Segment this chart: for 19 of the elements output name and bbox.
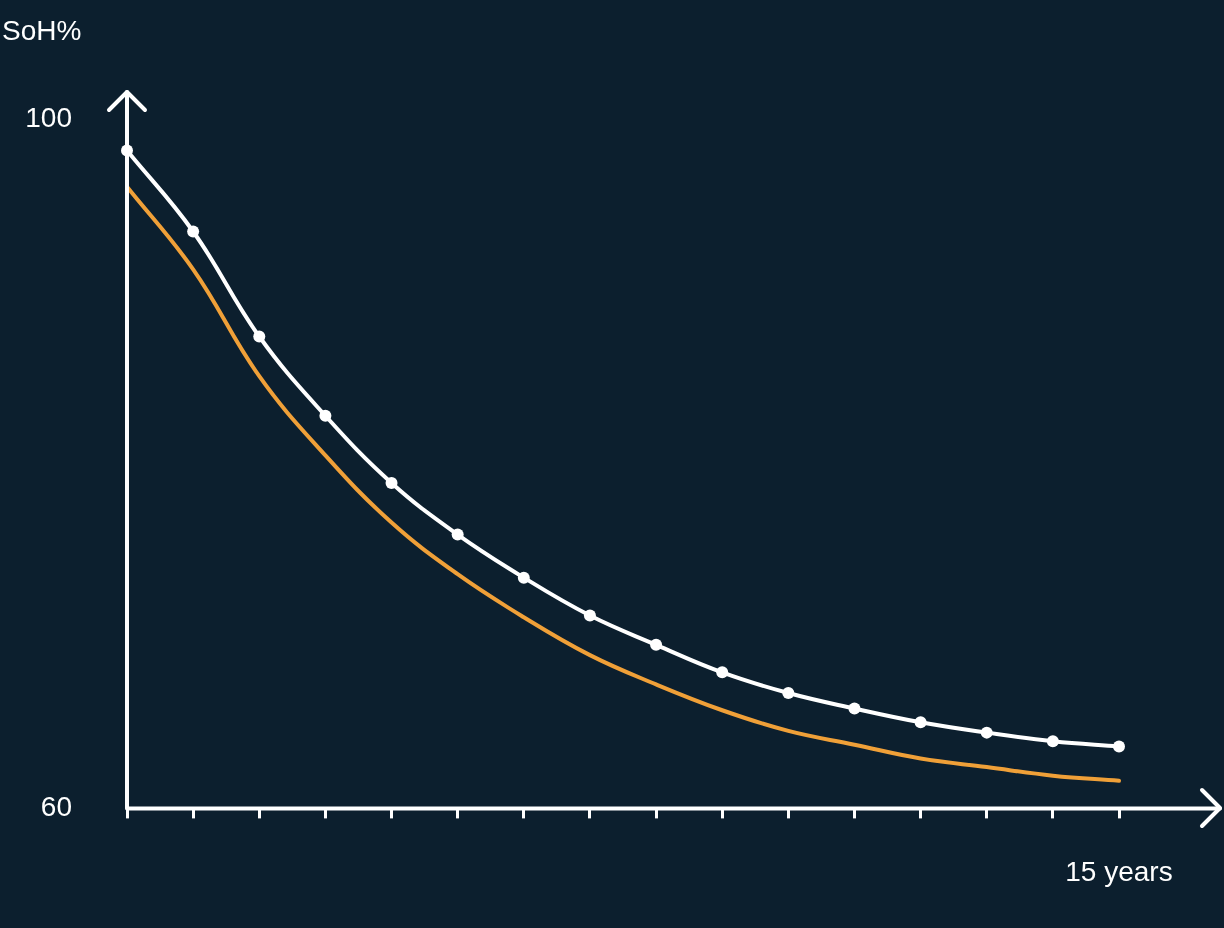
point — [980, 726, 993, 739]
y-axis-title: SoH% — [2, 14, 82, 46]
point — [848, 702, 861, 715]
point — [517, 571, 530, 584]
point — [187, 225, 200, 238]
point — [782, 687, 795, 700]
x-tick-label: 15 years — [1065, 855, 1173, 887]
point — [1113, 740, 1125, 753]
point — [451, 528, 464, 541]
point — [253, 330, 266, 343]
point — [319, 409, 332, 422]
point — [385, 476, 398, 489]
y-tick-label: 60 — [40, 791, 72, 823]
point — [1046, 735, 1059, 748]
y-tick-label: 100 — [25, 102, 72, 134]
point — [650, 638, 663, 651]
point — [914, 716, 927, 729]
point — [583, 609, 596, 622]
point — [716, 666, 729, 679]
